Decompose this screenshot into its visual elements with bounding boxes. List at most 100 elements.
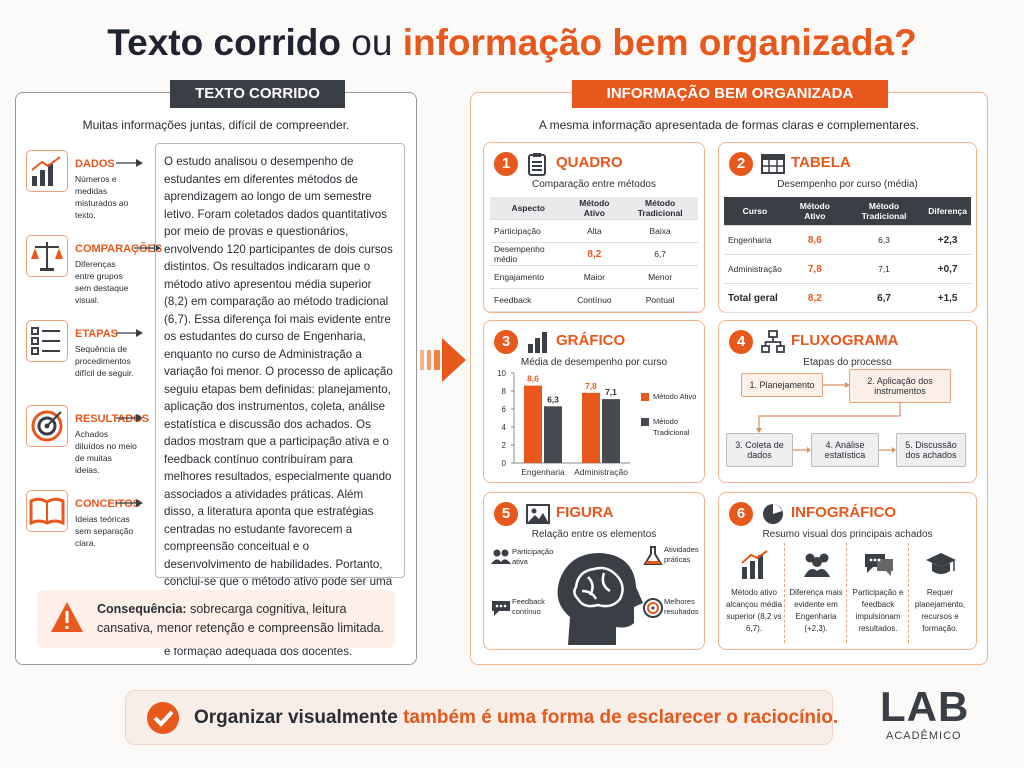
- section-subtitle: Média de desempenho por curso: [520, 357, 668, 368]
- section-icon: [528, 153, 546, 176]
- table-cell: 8,2: [785, 283, 844, 313]
- logo-sub: ACADÊMICO: [886, 730, 962, 742]
- y-tick-label: 4: [502, 423, 507, 432]
- right-heading: INFORMAÇÃO BEM ORGANIZADA: [572, 80, 888, 108]
- table-row: Administração 7,8 7,1 +0,7: [724, 254, 971, 284]
- infographic-text: Método ativo alcançou média superior (8,…: [725, 588, 783, 633]
- section-icon: [761, 330, 785, 353]
- table-cell: Maior: [566, 265, 623, 289]
- table-cell: 8,2: [566, 242, 623, 266]
- table-header-cell: Método Tradicional: [622, 197, 698, 220]
- table-cell: Menor: [622, 265, 698, 289]
- section-icon: [763, 504, 783, 524]
- item-icon-box: [26, 405, 68, 447]
- flow-arrows: [756, 382, 901, 453]
- section-number: 6: [729, 502, 753, 526]
- table-header-cell: Diferença: [924, 197, 971, 226]
- y-tick-label: 6: [502, 405, 507, 414]
- table-cell: Engajamento: [490, 265, 567, 289]
- item-arrow: [116, 329, 143, 337]
- section-number: 4: [729, 330, 753, 354]
- figure-icon: [492, 601, 510, 616]
- column-divider: [846, 543, 847, 643]
- item-label: DADOS: [75, 158, 115, 170]
- item-text: Ideias teóricas sem separação clara.: [75, 514, 134, 548]
- figure-label: Atividades práticas: [664, 545, 699, 564]
- table-cell: Contínuo: [566, 288, 623, 312]
- table-row: Participação Alta Baixa: [490, 219, 698, 243]
- y-tick-label: 0: [502, 459, 507, 468]
- section-subtitle: Desempenho por curso (média): [777, 179, 918, 190]
- fluxograma-panel: 4 FLUXOGRAMA Etapas do processo 1. Planejam…: [718, 320, 977, 483]
- table-cell: 7,8: [785, 254, 844, 284]
- item-arrow: [116, 159, 143, 167]
- infographic-icon: [926, 553, 956, 574]
- table-row: Engajamento Maior Menor: [490, 265, 698, 289]
- grafico-panel: 3 GRÁFICO Média de desempenho por curso 0 2 4…: [483, 320, 705, 483]
- figure-label: Melhores resultados: [664, 597, 699, 616]
- item-label: ETAPAS: [75, 328, 118, 340]
- item-label: RESULTADOS: [75, 413, 150, 425]
- table-cell: Alta: [566, 219, 623, 243]
- flow-step: 5. Discussão dos achados: [896, 433, 966, 467]
- flow-step: 3. Coleta de dados: [726, 433, 793, 467]
- consequence-body: sobrecarga cognitiva, leitura cansativa,…: [97, 602, 384, 635]
- item-icon-box: [26, 150, 68, 192]
- title-mid: ou: [351, 22, 393, 63]
- consequence-label: Consequência:: [97, 602, 187, 616]
- legend-label: Método Ativo: [653, 392, 697, 401]
- table-row: Desempenho médio 8,2 6,7: [490, 242, 698, 266]
- table-header-cell: Método Ativo: [785, 197, 844, 226]
- footer-bar: Organizar visualmente também é uma forma…: [125, 690, 838, 745]
- figure-icon: [643, 598, 663, 618]
- item-arrow: [116, 414, 143, 422]
- title-dark: Texto corrido: [107, 22, 341, 63]
- figura-panel: 5 FIGURA Relação entre os elementos Partici…: [483, 492, 705, 650]
- table-row: Engenharia 8,6 6,3 +2,3: [724, 225, 971, 255]
- figure-icon: [491, 549, 511, 564]
- section-subtitle: Relação entre os elementos: [531, 529, 657, 540]
- infographic-icon: [741, 550, 768, 579]
- infografico-panel: 6 INFOGRÁFICO Resumo visual dos principais…: [718, 492, 977, 650]
- table-cell: Feedback: [490, 288, 567, 312]
- table-cell: Desempenho médio: [490, 242, 567, 266]
- bar-chart: 0 2 4 6 8 10 Engenharia 8,6 6,3 Administração 7,8 7…: [497, 369, 630, 477]
- x-tick-label: Administração: [574, 467, 628, 477]
- consequence-text: Consequência: sobrecarga cognitiva, leit…: [97, 600, 387, 638]
- bar: [524, 385, 542, 463]
- item-icon: [29, 497, 65, 526]
- table-cell: +2,3: [924, 225, 971, 255]
- footer-text: Organizar visualmente também é uma forma…: [194, 707, 838, 729]
- left-panel: [15, 92, 417, 665]
- table-header-cell: Curso: [724, 197, 786, 226]
- table-cell: 6,7: [622, 242, 698, 266]
- column-divider: [908, 543, 909, 643]
- value-label: 8,6: [527, 374, 539, 384]
- infographic-icon: [804, 553, 830, 577]
- y-tick-label: 2: [502, 441, 507, 450]
- table-header-cell: Método Ativo: [566, 197, 623, 220]
- section-title: QUADRO: [556, 154, 623, 171]
- section-number: 3: [494, 330, 518, 354]
- table-cell: Participação: [490, 219, 567, 243]
- item-icon: [31, 410, 63, 442]
- legend-swatch: [641, 418, 649, 426]
- bar: [602, 399, 620, 463]
- infographic-text: Participação e feedback impulsionam resu…: [852, 588, 904, 633]
- data-table: Aspecto Método Ativo Método Tradicional Par…: [490, 197, 698, 312]
- item-text: Sequência de procedimentos difícil de se…: [75, 344, 134, 378]
- warning-icon: [51, 602, 83, 632]
- item-icon-box: [26, 490, 68, 532]
- x-tick-label: Engenharia: [521, 467, 565, 477]
- title-orange: informação bem organizada?: [402, 22, 917, 63]
- item-icon: [31, 242, 63, 271]
- section-number: 1: [494, 152, 518, 176]
- table-header-row: Curso Método Ativo Método Tradicional Difer…: [724, 197, 971, 226]
- infographic-text: Diferença mais evidente em Engenharia (+…: [789, 588, 843, 633]
- left-subtitle: Muitas informações juntas, difícil de co…: [82, 118, 350, 132]
- section-number: 5: [494, 502, 518, 526]
- main-title: Texto corrido ou informação bem organiza…: [0, 22, 1024, 64]
- item-label: CONCEITOS: [75, 498, 141, 510]
- section-subtitle: Comparação entre métodos: [532, 179, 656, 190]
- table-cell: Total geral: [724, 283, 786, 313]
